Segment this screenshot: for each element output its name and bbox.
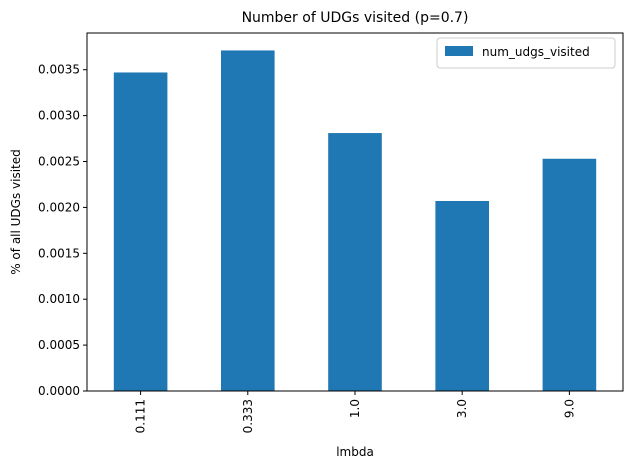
x-axis-label: lmbda xyxy=(336,445,374,459)
bar-0.333 xyxy=(221,50,275,391)
y-tick-label: 0.0000 xyxy=(38,384,80,398)
bar-1.0 xyxy=(328,133,382,392)
legend-swatch xyxy=(445,46,473,56)
plot-frame xyxy=(86,32,624,392)
y-axis-label: % of all UDGs visited xyxy=(9,149,23,275)
x-tick-label: 0.111 xyxy=(134,399,148,433)
y-tick-label: 0.0005 xyxy=(38,338,80,352)
bars-group xyxy=(113,50,597,392)
y-tick-label: 0.0015 xyxy=(38,246,80,260)
x-tick-label: 3.0 xyxy=(455,399,469,418)
x-axis: 0.111 0.333 1.0 3.0 9.0 xyxy=(134,391,576,433)
x-tick-label: 1.0 xyxy=(348,399,362,418)
legend-frame xyxy=(436,37,616,69)
y-tick-label: 0.0020 xyxy=(38,200,80,214)
bar-3.0 xyxy=(435,200,489,391)
x-tick-label: 0.333 xyxy=(241,399,255,433)
legend-label: num_udgs_visited xyxy=(482,45,590,59)
y-axis: 0.0000 0.0005 0.0010 0.0015 0.0020 0.0025 0.00… xyxy=(38,63,87,398)
y-tick-label: 0.0030 xyxy=(38,109,80,123)
bar-0.111 xyxy=(113,72,168,391)
y-tick-label: 0.0035 xyxy=(38,63,80,77)
bar-9.0 xyxy=(542,158,597,391)
x-tick-label: 9.0 xyxy=(562,399,576,418)
legend: num_udgs_visited xyxy=(436,37,616,69)
chart-title: Number of UDGs visited (p=0.7) xyxy=(242,10,469,26)
y-tick-label: 0.0025 xyxy=(38,155,80,169)
y-tick-label: 0.0010 xyxy=(38,292,80,306)
